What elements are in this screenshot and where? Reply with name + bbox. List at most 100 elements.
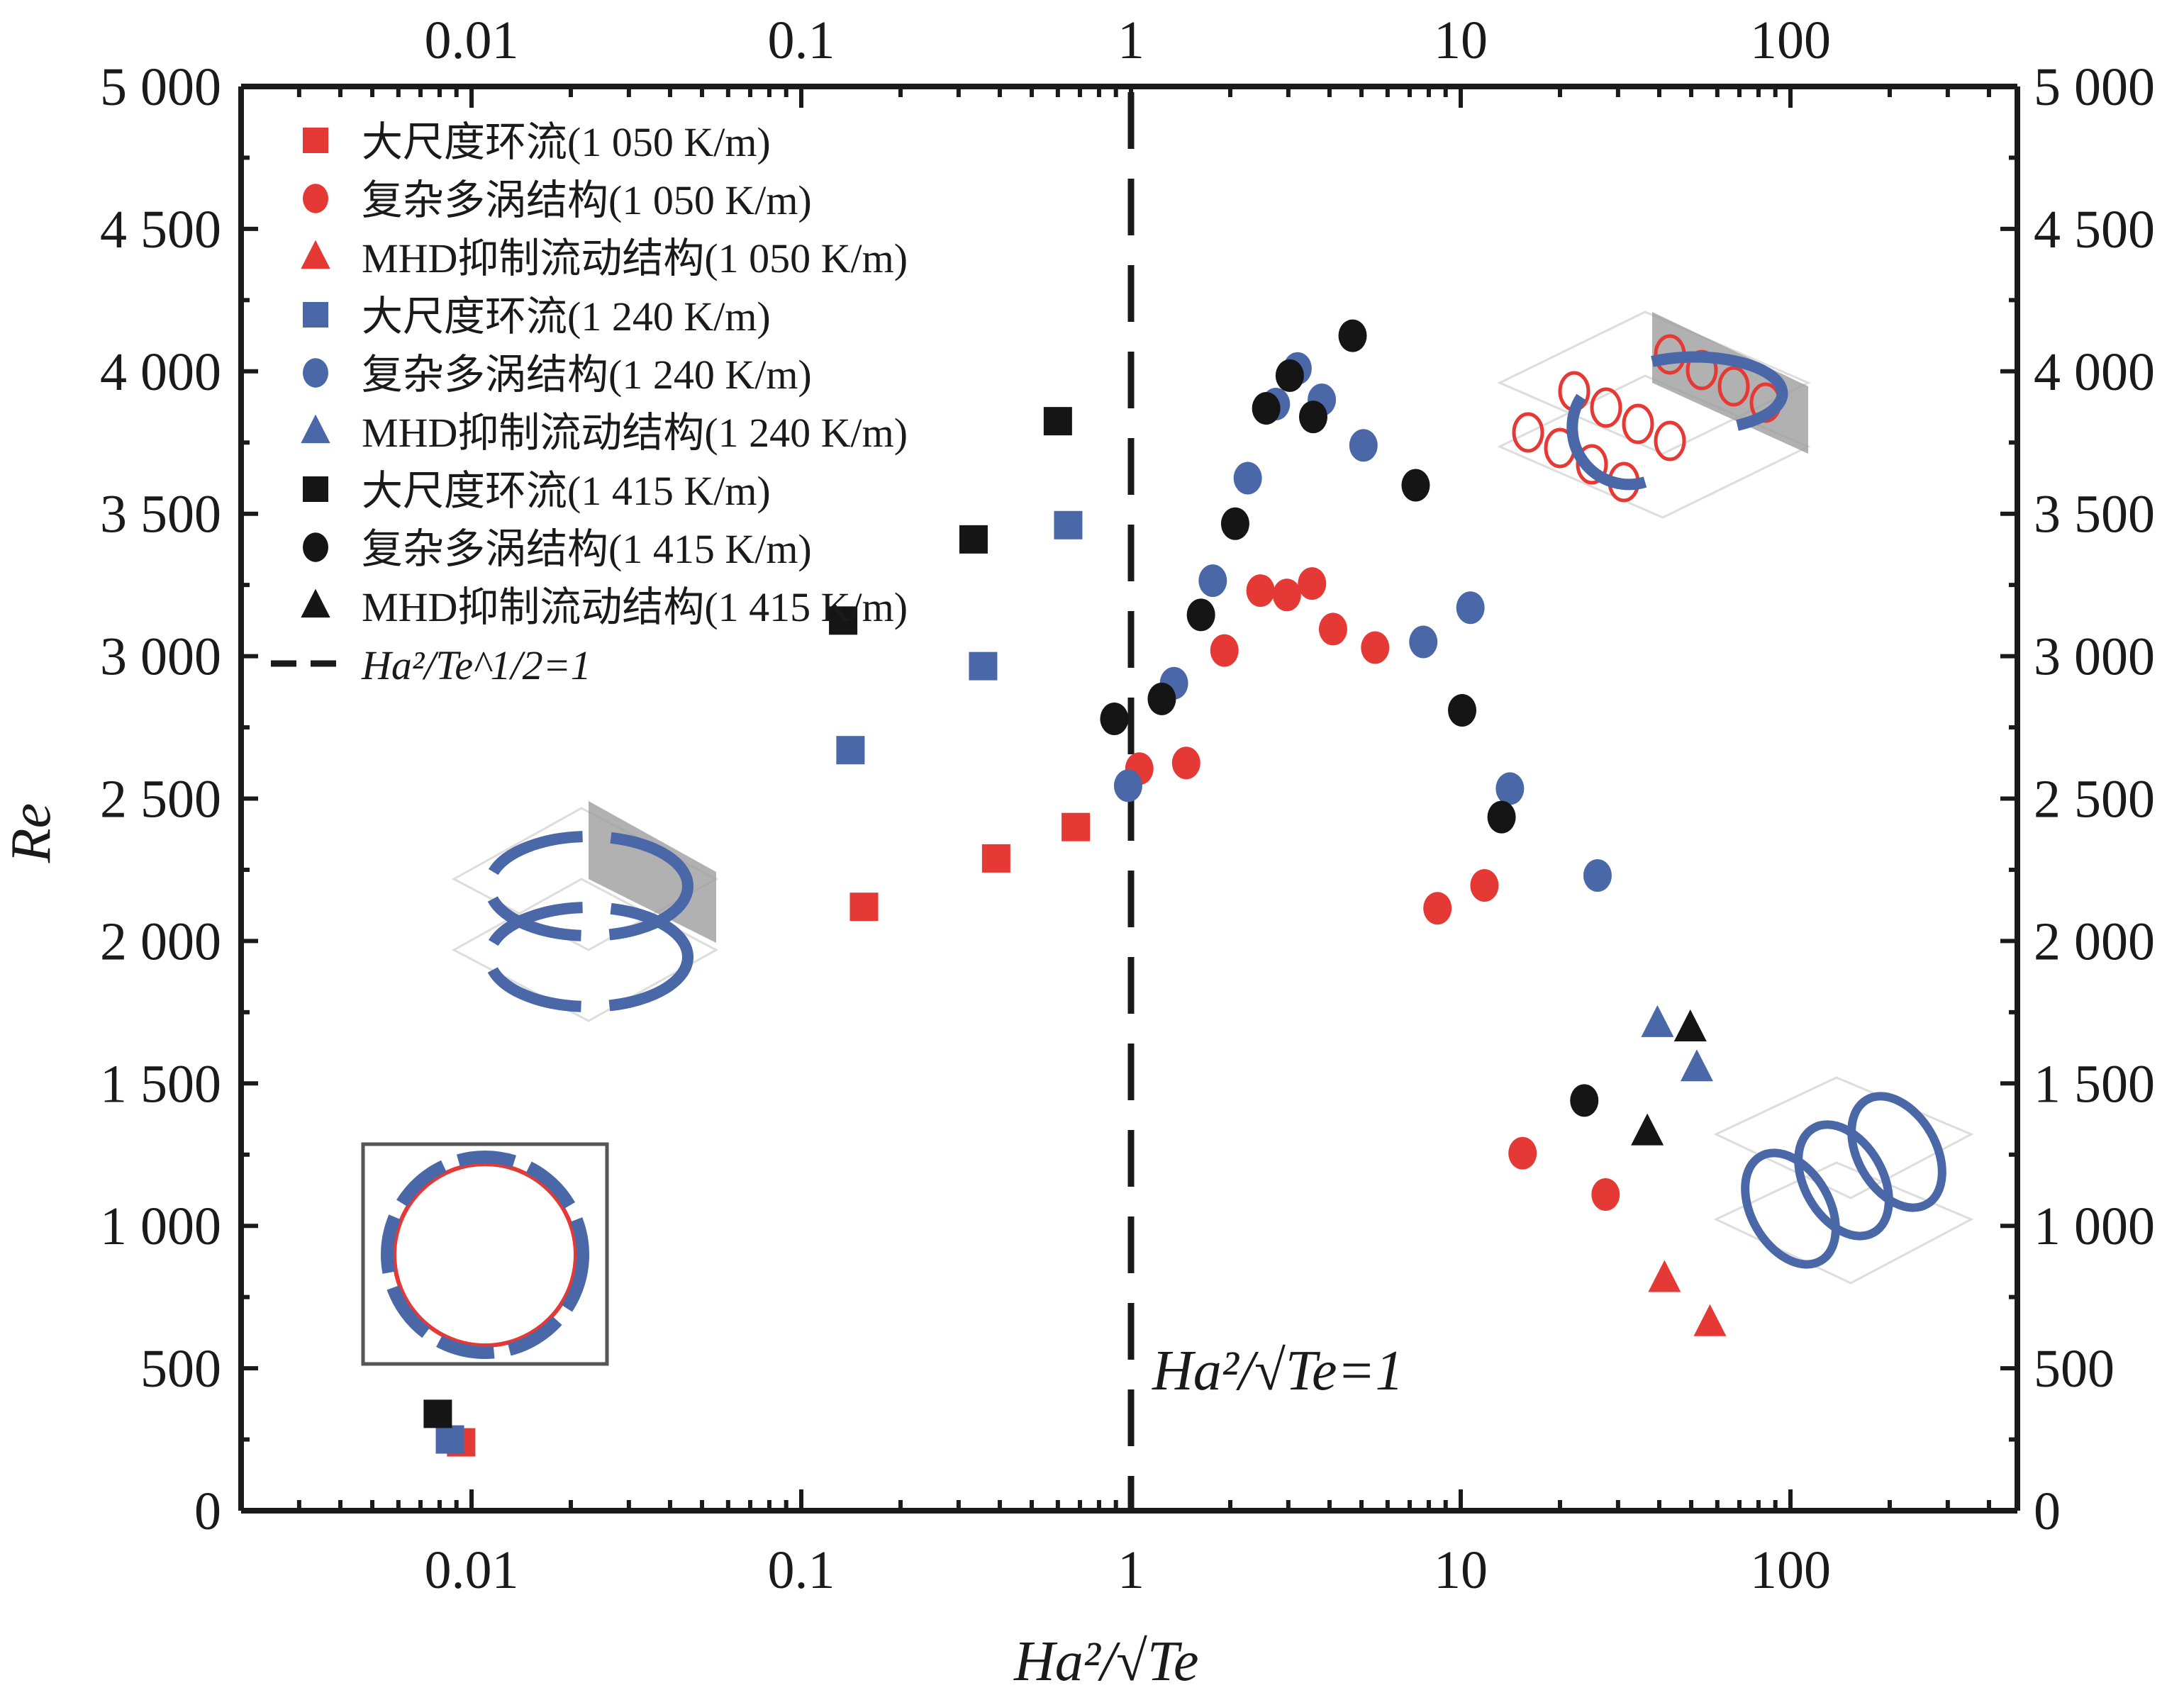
red-circle-point [1210, 634, 1239, 667]
red-triangle-point [1648, 1260, 1681, 1292]
red-circle-point [1171, 746, 1200, 780]
blue-circle-point [1495, 772, 1525, 805]
y-tick-label-left: 4 500 [100, 200, 221, 259]
legend-marker-blue-square [303, 302, 328, 328]
red-triangle-point [1693, 1304, 1727, 1336]
y-axis-title: Re [0, 803, 62, 863]
red-circle-point [1298, 567, 1327, 600]
legend-label: 复杂多涡结构(1 050 K/m) [362, 177, 812, 223]
x-tick-label-bottom: 10 [1434, 1540, 1488, 1600]
black-circle-point [1147, 682, 1176, 715]
y-tick-label-left: 500 [140, 1339, 221, 1399]
legend-marker-blue-circle [303, 358, 328, 388]
red-circle-point [1272, 578, 1301, 612]
x-tick-label-top: 100 [1750, 11, 1831, 70]
legend-marker-black-circle [303, 532, 328, 562]
y-tick-label-left: 2 000 [100, 912, 221, 971]
red-circle-point [1591, 1178, 1620, 1212]
black-circle-point [1186, 598, 1215, 632]
axis-ticks [241, 84, 2017, 1513]
legend-label: MHD抑制流动结构(1 050 K/m) [362, 235, 908, 281]
black-triangle-point [1673, 1009, 1707, 1041]
blue-square-point [969, 651, 998, 681]
legend-marker-red-triangle [301, 240, 330, 269]
y-tick-label-right: 1 500 [2034, 1054, 2155, 1114]
mhd-suppressed-rolls-diagram [1713, 1076, 1974, 1285]
black-circle-point [1401, 469, 1430, 502]
y-tick-label-left: 0 [194, 1482, 221, 1541]
two-roll-circulation-diagram [451, 801, 719, 1022]
red-square-point [981, 844, 1010, 873]
red-circle-point [1361, 631, 1390, 664]
y-tick-label-right: 3 000 [2034, 627, 2155, 687]
y-tick-label-right: 1 000 [2034, 1197, 2155, 1256]
red-circle-point [1470, 869, 1499, 902]
reference-line-annotation: Ha²/√Te=1 [1152, 1340, 1404, 1402]
y-tick-label-left: 2 500 [100, 770, 221, 829]
blue-circle-point [1456, 591, 1485, 625]
x-tick-label-bottom: 1 [1118, 1540, 1144, 1600]
y-tick-label-right: 4 500 [2034, 200, 2155, 259]
x-tick-label-top: 10 [1434, 11, 1488, 70]
y-tick-label-right: 2 000 [2034, 912, 2155, 971]
blue-circle-point [1409, 625, 1438, 659]
y-tick-label-left: 3 500 [100, 485, 221, 544]
legend-label: 大尺度环流(1 050 K/m) [362, 119, 771, 165]
black-square-point [959, 525, 988, 554]
legend-marker-blue-triangle [301, 414, 330, 444]
black-circle-point [1338, 319, 1367, 352]
x-tick-label-bottom: 0.01 [425, 1540, 519, 1600]
black-circle-point [1100, 702, 1129, 735]
y-tick-label-right: 4 000 [2034, 342, 2155, 402]
legend: 大尺度环流(1 050 K/m) 复杂多涡结构(1 050 K/m) MHD抑制流动… [271, 119, 908, 688]
red-square-point [1062, 812, 1091, 841]
black-square-point [1043, 407, 1072, 436]
x-tick-label-top: 1 [1118, 11, 1144, 70]
y-tick-label-left: 1 000 [100, 1197, 221, 1256]
blue-circle-point [1233, 461, 1262, 495]
black-circle-point [1252, 392, 1281, 425]
multi-vortex-diagram [1497, 311, 1811, 519]
blue-square-point [435, 1425, 464, 1454]
legend-label: 复杂多涡结构(1 415 K/m) [362, 526, 812, 572]
blue-circle-point [1113, 769, 1142, 802]
blue-square-point [836, 736, 865, 765]
x-tick-label-top: 0.01 [425, 11, 519, 70]
x-axis-title: Ha²/√Te [1013, 1630, 1199, 1693]
red-circle-point [1508, 1136, 1537, 1170]
blue-circle-point [1198, 564, 1227, 598]
red-circle-point [1246, 574, 1275, 608]
black-square-point [423, 1399, 452, 1428]
y-tick-label-right: 3 500 [2034, 485, 2155, 544]
legend-label: 大尺度环流(1 415 K/m) [362, 468, 771, 514]
black-circle-point [1275, 359, 1304, 392]
x-tick-label-bottom: 0.1 [768, 1540, 835, 1600]
red-circle-point [1318, 612, 1347, 646]
x-tick-label-top: 0.1 [768, 11, 835, 70]
y-tick-label-right: 500 [2034, 1339, 2115, 1399]
legend-marker-red-square [303, 128, 328, 153]
legend-label-reference-line: Ha²/Te^1/2=1 [361, 642, 591, 688]
y-tick-label-left: 4 000 [100, 342, 221, 402]
black-square-point [829, 606, 858, 635]
black-circle-point [1220, 507, 1249, 540]
black-circle-point [1298, 401, 1327, 434]
x-tick-label-bottom: 100 [1750, 1540, 1831, 1600]
legend-marker-black-square [303, 476, 328, 502]
legend-label: 复杂多涡结构(1 240 K/m) [362, 352, 812, 398]
legend-label: MHD抑制流动结构(1 415 K/m) [362, 584, 908, 630]
black-circle-point [1448, 693, 1477, 727]
blue-circle-point [1349, 429, 1378, 462]
y-tick-label-left: 5 000 [100, 57, 221, 117]
legend-marker-black-triangle [301, 588, 330, 618]
legend-label: 大尺度环流(1 240 K/m) [362, 293, 771, 340]
blue-triangle-point [1680, 1049, 1713, 1082]
y-tick-label-right: 2 500 [2034, 770, 2155, 829]
axis-tick-labels: 0.01 0.01 0.1 0.1 1 1 10 10 100 100 0 0 500 500 1 000 1… [100, 11, 2155, 1600]
data-markers [423, 319, 1727, 1457]
y-tick-label-left: 1 500 [100, 1054, 221, 1114]
blue-square-point [1054, 510, 1083, 539]
black-circle-point [1570, 1084, 1599, 1117]
y-tick-label-left: 3 000 [100, 627, 221, 687]
